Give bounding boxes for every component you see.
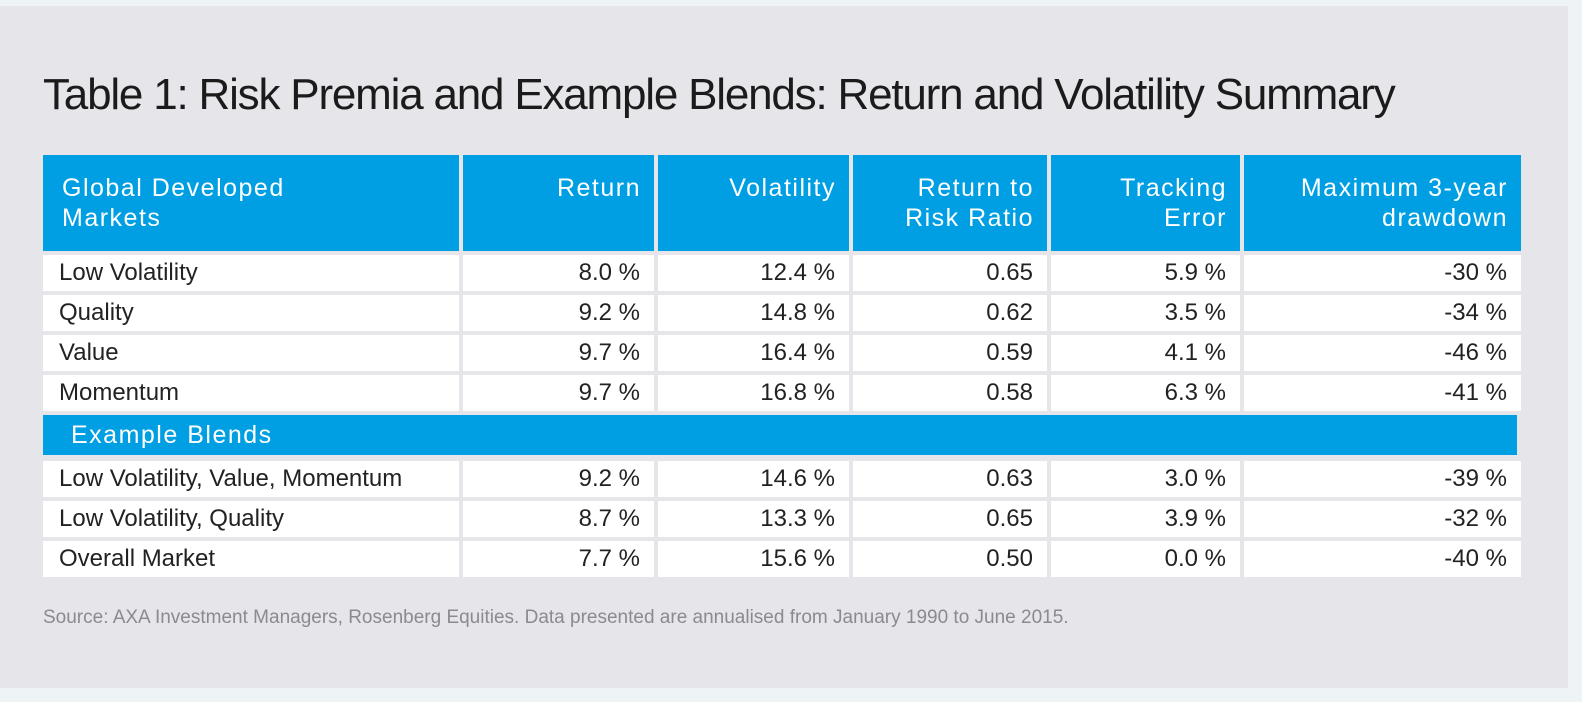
volatility-cell: 16.4 % (658, 335, 849, 371)
tracking-error-cell: 4.1 % (1051, 335, 1240, 371)
ratio-cell: 0.50 (853, 541, 1047, 577)
return-cell: 8.0 % (463, 255, 654, 291)
ratio-cell: 0.62 (853, 295, 1047, 331)
table-row: Overall Market 7.7 % 15.6 % 0.50 0.0 % -… (43, 541, 1521, 577)
volatility-cell: 15.6 % (658, 541, 849, 577)
volatility-cell: 12.4 % (658, 255, 849, 291)
table-row: Low Volatility 8.0 % 12.4 % 0.65 5.9 % -… (43, 255, 1521, 291)
header-line: Return (556, 174, 641, 202)
table-row: Low Volatility, Quality 8.7 % 13.3 % 0.6… (43, 501, 1521, 537)
header-line: drawdown (1382, 204, 1508, 232)
row-label: Quality (43, 295, 459, 331)
header-global-developed-markets: Global Developed Markets (43, 155, 459, 251)
row-label: Low Volatility, Quality (43, 501, 459, 537)
table-row: Value 9.7 % 16.4 % 0.59 4.1 % -46 % (43, 335, 1521, 371)
row-label: Low Volatility (43, 255, 459, 291)
ratio-cell: 0.59 (853, 335, 1047, 371)
header-volatility: Volatility (658, 155, 849, 251)
tracking-error-cell: 3.0 % (1051, 461, 1240, 497)
volatility-cell: 14.8 % (658, 295, 849, 331)
drawdown-cell: -40 % (1244, 541, 1521, 577)
tracking-error-cell: 0.0 % (1051, 541, 1240, 577)
header-line: Return to (917, 174, 1034, 202)
figure-panel: Table 1: Risk Premia and Example Blends:… (0, 6, 1568, 688)
return-cell: 9.7 % (463, 375, 654, 411)
volatility-cell: 14.6 % (658, 461, 849, 497)
ratio-cell: 0.58 (853, 375, 1047, 411)
tracking-error-cell: 3.9 % (1051, 501, 1240, 537)
drawdown-cell: -39 % (1244, 461, 1521, 497)
ratio-cell: 0.65 (853, 255, 1047, 291)
row-label: Value (43, 335, 459, 371)
table-row: Low Volatility, Value, Momentum 9.2 % 14… (43, 461, 1521, 497)
source-note: Source: AXA Investment Managers, Rosenbe… (43, 607, 1069, 628)
header-tracking-error: Tracking Error (1051, 155, 1240, 251)
table-title: Table 1: Risk Premia and Example Blends:… (43, 70, 1396, 119)
tracking-error-cell: 5.9 % (1051, 255, 1240, 291)
summary-table: Global Developed Markets Return Volatili… (43, 155, 1521, 581)
return-cell: 9.2 % (463, 461, 654, 497)
tracking-error-cell: 3.5 % (1051, 295, 1240, 331)
header-return: Return (463, 155, 654, 251)
drawdown-cell: -30 % (1244, 255, 1521, 291)
header-return-to-risk-ratio: Return to Risk Ratio (853, 155, 1047, 251)
tracking-error-cell: 6.3 % (1051, 375, 1240, 411)
drawdown-cell: -34 % (1244, 295, 1521, 331)
ratio-cell: 0.63 (853, 461, 1047, 497)
header-line: Tracking (1120, 174, 1227, 202)
return-cell: 7.7 % (463, 541, 654, 577)
row-label: Overall Market (43, 541, 459, 577)
drawdown-cell: -46 % (1244, 335, 1521, 371)
drawdown-cell: -41 % (1244, 375, 1521, 411)
return-cell: 9.2 % (463, 295, 654, 331)
row-label: Low Volatility, Value, Momentum (43, 461, 459, 497)
table-row: Momentum 9.7 % 16.8 % 0.58 6.3 % -41 % (43, 375, 1521, 411)
drawdown-cell: -32 % (1244, 501, 1521, 537)
return-cell: 9.7 % (463, 335, 654, 371)
header-line: Global Developed (62, 174, 285, 202)
section-header-example-blends: Example Blends (43, 415, 1517, 455)
header-line: Risk Ratio (905, 204, 1034, 232)
header-max-drawdown: Maximum 3-year drawdown (1244, 155, 1521, 251)
header-line: Volatility (729, 174, 836, 202)
header-line: Error (1163, 204, 1227, 232)
header-line: Markets (62, 204, 162, 232)
table-header-row: Global Developed Markets Return Volatili… (43, 155, 1521, 251)
volatility-cell: 13.3 % (658, 501, 849, 537)
header-line: Maximum 3-year (1300, 174, 1508, 202)
return-cell: 8.7 % (463, 501, 654, 537)
ratio-cell: 0.65 (853, 501, 1047, 537)
table-row: Quality 9.2 % 14.8 % 0.62 3.5 % -34 % (43, 295, 1521, 331)
row-label: Momentum (43, 375, 459, 411)
volatility-cell: 16.8 % (658, 375, 849, 411)
